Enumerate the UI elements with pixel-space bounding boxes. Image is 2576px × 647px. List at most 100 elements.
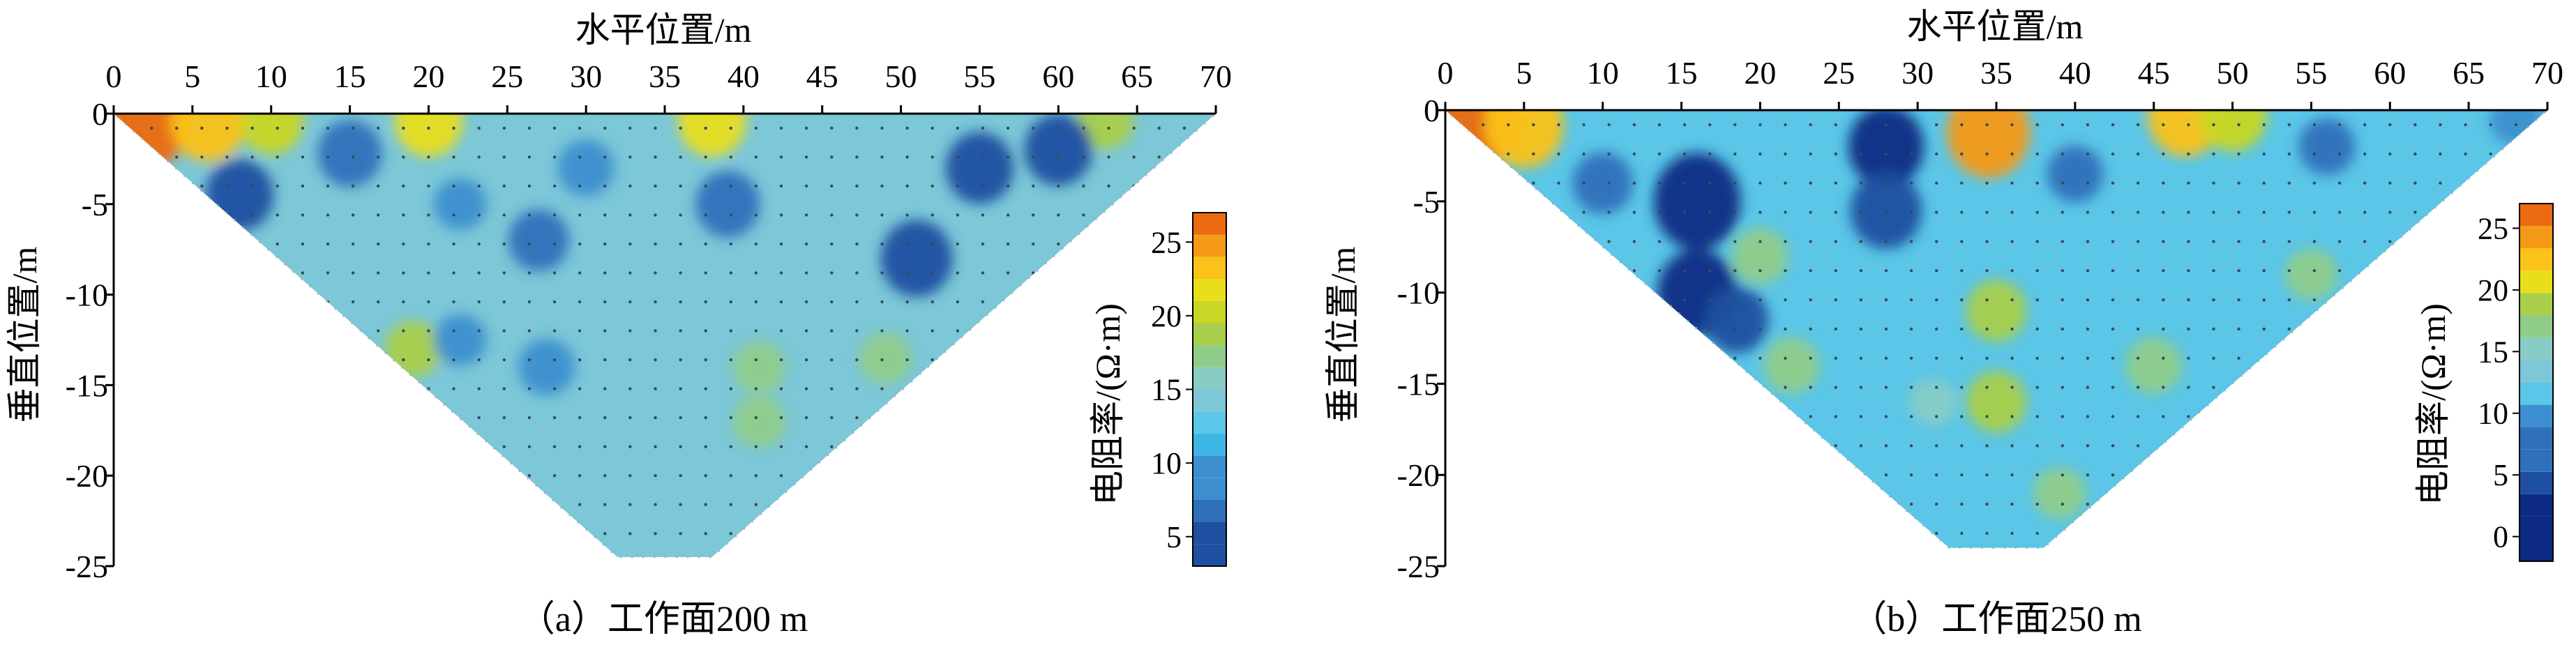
data-point [2212,386,2215,389]
data-point [1708,181,1712,185]
data-point [804,358,808,362]
data-point [2464,502,2467,506]
anomaly-low-18 [1024,114,1093,186]
data-point [1859,123,1863,127]
data-point [2212,298,2215,302]
data-point [1682,240,1687,243]
data-point [452,155,455,159]
data-point [1682,415,1687,418]
data-point [1057,155,1060,159]
x-tick-label: 15 [1666,55,1698,91]
data-point [628,387,632,390]
data-point [2061,531,2064,535]
data-point [1082,503,1085,506]
data-point [603,213,607,217]
data-point [2363,123,2367,127]
colorbar-tick-label: 20 [1151,299,1182,333]
data-point [1182,445,1187,448]
x-tick-label: 40 [728,59,760,94]
data-point [1733,269,1737,273]
data-point [2237,123,2240,127]
data-point [1207,184,1212,188]
data-point [1784,356,1787,360]
data-point [1909,240,1913,243]
data-point [377,416,380,420]
data-point [2312,356,2317,360]
data-point [1607,211,1611,214]
data-point [452,416,455,420]
anomaly-high-12 [2425,218,2482,275]
x-tick-label: 35 [649,59,681,94]
data-point [2388,152,2392,155]
data-point [2212,531,2215,535]
colorbar-swatch [1193,478,1226,500]
data-point [931,503,934,506]
data-point [2162,269,2165,273]
data-point [1082,242,1085,246]
x-tick-label: 45 [806,59,838,94]
data-point [2337,386,2342,389]
data-point [830,329,834,333]
data-point [2187,502,2190,506]
data-point [905,155,909,159]
data-point [1532,415,1535,418]
data-point [2162,181,2165,185]
data-point [2413,152,2417,155]
data-point [402,213,405,217]
data-point [1557,415,1560,418]
data-point [2312,531,2317,535]
data-point [427,503,430,506]
data-point [729,474,733,478]
data-point [2035,444,2039,448]
data-point [804,155,808,159]
data-point [2489,531,2492,535]
data-point [1006,213,1010,217]
data-point [1809,444,1812,448]
data-point [956,155,960,159]
data-point [1985,327,1989,331]
data-point [2388,240,2392,243]
colorbar-tick-label: 15 [2478,335,2508,369]
data-point [1985,123,1989,127]
data-point [1557,211,1560,214]
data-point [402,387,405,390]
data-point [679,213,682,217]
anomaly-high-4 [677,114,746,157]
data-point [1482,123,1485,127]
x-tick-label: 40 [2059,55,2091,91]
data-point [1532,181,1535,185]
data-point [1107,155,1110,159]
data-point [1935,123,1938,127]
data-point [1657,211,1662,214]
data-point [754,300,758,304]
data-point [552,300,557,304]
data-point [477,445,481,448]
data-point [2111,531,2115,535]
data-point [225,155,229,159]
data-point [2086,473,2090,477]
data-point [1809,356,1812,360]
data-point [804,532,808,535]
data-point [981,416,985,420]
colorbar-swatch [1193,411,1226,434]
data-point [804,474,808,478]
data-point [2439,531,2442,535]
y-tick-label: -25 [66,549,108,584]
data-point [855,474,859,478]
data-point [2187,240,2190,243]
data-point [452,329,455,333]
data-point [855,503,859,506]
data-point [1758,152,1762,155]
anomaly-low-21 [2298,118,2356,175]
data-point [2312,152,2317,155]
data-point [1935,415,1938,418]
anomaly-high-2 [1947,110,2031,178]
data-point [1784,240,1787,243]
data-point [1132,532,1136,535]
data-point [351,242,355,246]
data-point [1985,181,1989,185]
data-point [779,300,783,304]
data-point [150,242,153,246]
data-point [1532,356,1535,360]
data-point [2413,123,2417,127]
